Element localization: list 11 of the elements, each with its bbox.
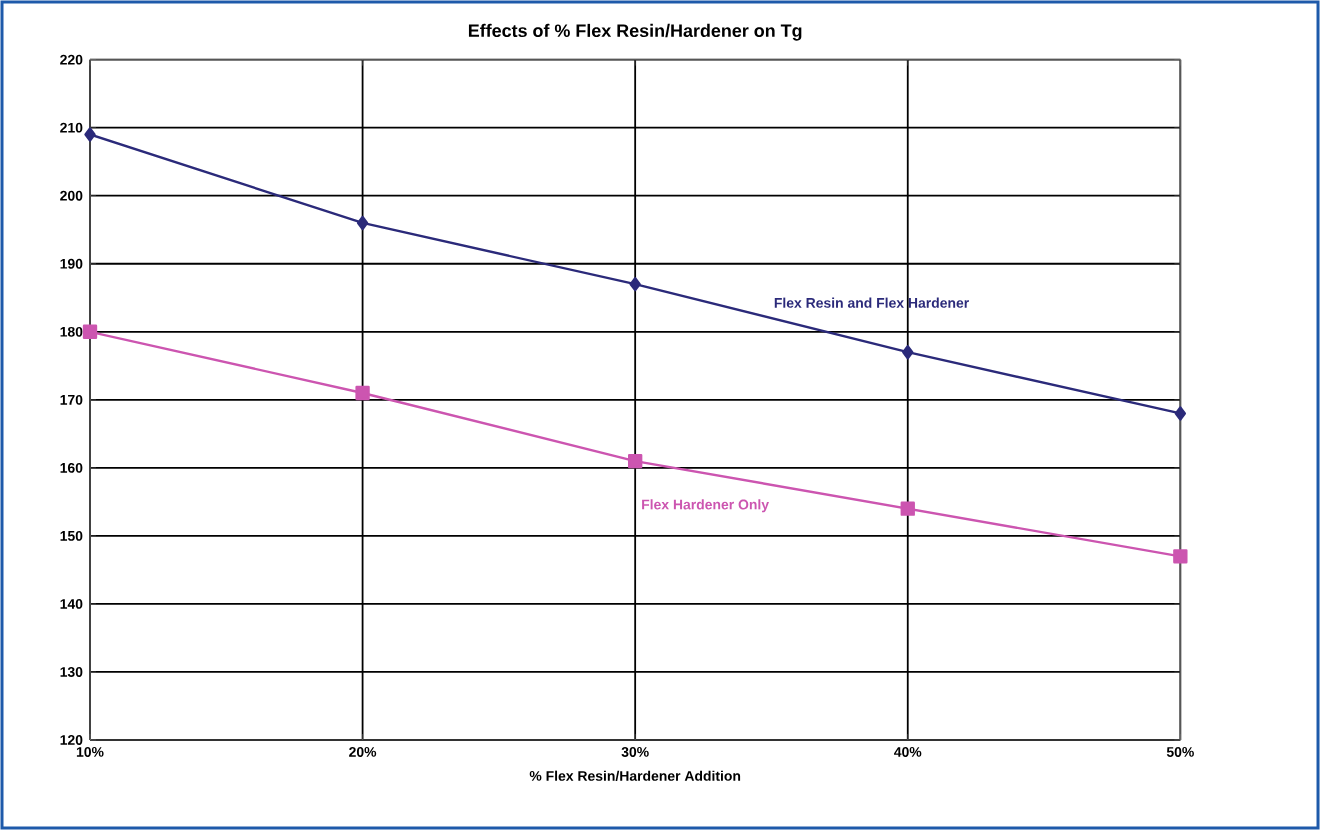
point [902, 345, 914, 360]
point [629, 277, 641, 292]
point [84, 127, 96, 142]
point [82, 324, 98, 339]
point [1173, 549, 1188, 564]
chart-title: Effects of % Flex Resin/Hardener on Tg [468, 23, 802, 41]
point [628, 453, 643, 469]
point [900, 501, 915, 516]
point [356, 215, 369, 231]
point [355, 385, 370, 401]
point [1174, 406, 1187, 421]
